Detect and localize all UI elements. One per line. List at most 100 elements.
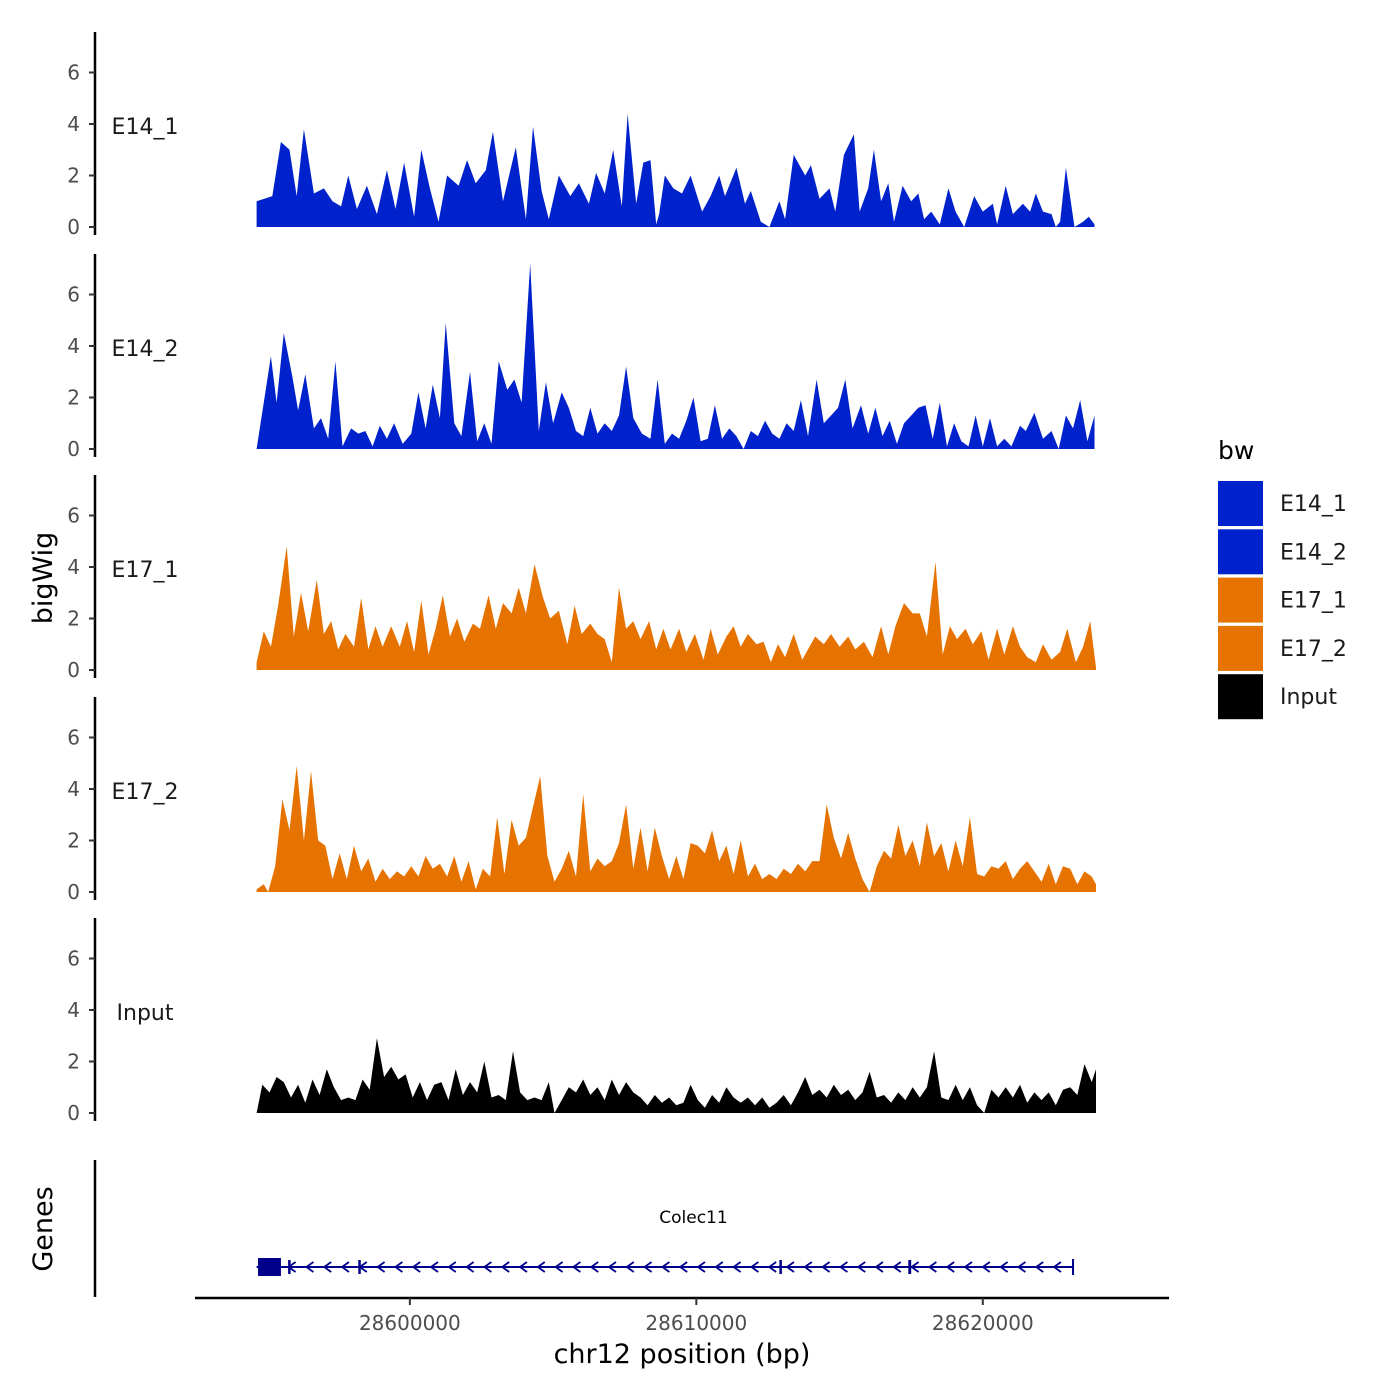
- legend-label: E14_1: [1280, 492, 1347, 517]
- strand-arrow: [927, 1261, 937, 1273]
- genes-track-label: Genes: [28, 1186, 59, 1271]
- strand-arrow: [393, 1261, 403, 1273]
- strand-arrow: [1034, 1261, 1044, 1273]
- strand-arrow: [749, 1261, 759, 1273]
- strand-arrow: [856, 1261, 866, 1273]
- track-label: E14_1: [112, 115, 179, 140]
- y-tick-label: 0: [67, 880, 80, 904]
- y-tick-label: 6: [67, 726, 80, 750]
- strand-arrow: [376, 1261, 386, 1273]
- y-tick-label: 2: [67, 829, 80, 853]
- y-tick-label: 4: [67, 555, 80, 579]
- track-e17-1: 0 2 4 6 E17_1: [67, 475, 1097, 682]
- legend-swatch: [1218, 577, 1263, 623]
- y-tick-label: 6: [67, 504, 80, 528]
- legend-swatch: [1218, 529, 1263, 575]
- strand-arrow: [411, 1261, 421, 1273]
- strand-arrow: [660, 1261, 670, 1273]
- strand-arrow: [732, 1261, 742, 1273]
- genes-track: Genes Colec11: [28, 1160, 1075, 1297]
- x-tick-label: 28610000: [645, 1311, 747, 1335]
- x-axis-title: chr12 position (bp): [554, 1339, 811, 1370]
- y-tick-label: 4: [67, 777, 80, 801]
- gene-exon: [258, 1258, 281, 1276]
- tracks-layer: 0 2 4 6 E14_1 0 2 4 6 E14_2 0 2 4 6 E17_1 0 2 4 6 E17_2 0 2 4 6…: [67, 32, 1097, 1125]
- legend-swatch: [1218, 674, 1263, 720]
- strand-arrow: [963, 1261, 973, 1273]
- strand-arrow: [999, 1261, 1009, 1273]
- y-tick-label: 0: [67, 437, 80, 461]
- strand-arrow: [625, 1261, 635, 1273]
- y-tick-label: 2: [67, 164, 80, 188]
- strand-arrow: [500, 1261, 510, 1273]
- strand-arrow: [945, 1261, 955, 1273]
- strand-arrow: [571, 1261, 581, 1273]
- coverage-area: [256, 546, 1097, 670]
- strand-arrow: [1016, 1261, 1026, 1273]
- y-tick-label: 0: [67, 215, 80, 239]
- strand-arrow: [465, 1261, 475, 1273]
- y-tick-label: 2: [67, 386, 80, 410]
- y-tick-label: 4: [67, 112, 80, 136]
- strand-arrow: [803, 1261, 813, 1273]
- strand-arrow: [785, 1261, 795, 1273]
- strand-arrow: [910, 1261, 920, 1273]
- strand-arrow: [1052, 1261, 1062, 1273]
- y-tick-label: 4: [67, 998, 80, 1022]
- track-e14-1: 0 2 4 6 E14_1: [67, 32, 1095, 239]
- strand-arrow: [447, 1261, 457, 1273]
- y-tick-label: 2: [67, 607, 80, 631]
- strand-arrow: [874, 1261, 884, 1273]
- track-e14-2: 0 2 4 6 E14_2: [67, 254, 1095, 461]
- strand-arrow: [981, 1261, 991, 1273]
- y-tick-label: 2: [67, 1050, 80, 1074]
- gene-exon: [908, 1260, 912, 1274]
- legend-label: E17_1: [1280, 589, 1347, 614]
- strand-arrow: [607, 1261, 617, 1273]
- legend-swatch: [1218, 481, 1263, 526]
- strand-arrow: [536, 1261, 546, 1273]
- y-tick-label: 0: [67, 658, 80, 682]
- gene-exon: [288, 1260, 291, 1274]
- y-tick-label: 6: [67, 283, 80, 307]
- strand-arrow: [643, 1261, 653, 1273]
- strand-arrow: [892, 1261, 902, 1273]
- strand-arrow: [678, 1261, 688, 1273]
- legend-swatch: [1218, 625, 1263, 671]
- track-label: E17_2: [112, 780, 179, 805]
- coverage-area: [256, 1038, 1097, 1113]
- strand-arrow: [714, 1261, 724, 1273]
- x-axis: 28600000 28610000 28620000: [195, 1296, 1169, 1335]
- coverage-area: [256, 263, 1095, 449]
- legend-label: Input: [1280, 685, 1337, 710]
- strand-arrow: [821, 1261, 831, 1273]
- coverage-area: [256, 113, 1095, 227]
- y-tick-label: 6: [67, 947, 80, 971]
- y-tick-label: 0: [67, 1101, 80, 1125]
- legend-label: E17_2: [1280, 637, 1347, 662]
- y-axis-title: bigWig: [28, 532, 59, 625]
- legend: bw E14_1 E14_2 E17_1 E17_2 Input: [1218, 436, 1347, 720]
- x-tick-label: 28620000: [932, 1311, 1034, 1335]
- track-label: E17_1: [112, 558, 179, 583]
- track-e17-2: 0 2 4 6 E17_2: [67, 697, 1097, 904]
- strand-arrow: [518, 1261, 528, 1273]
- track-input: 0 2 4 6 Input: [67, 918, 1097, 1125]
- strand-arrow: [696, 1261, 706, 1273]
- track-label: Input: [117, 1001, 174, 1026]
- gene-exon: [779, 1260, 782, 1274]
- strand-arrow: [482, 1261, 492, 1273]
- x-tick-label: 28600000: [359, 1311, 461, 1335]
- gene-model: Colec11: [256, 1208, 1075, 1276]
- y-tick-label: 4: [67, 334, 80, 358]
- track-label: E14_2: [112, 337, 179, 362]
- legend-label: E14_2: [1280, 540, 1347, 565]
- strand-arrow: [589, 1261, 599, 1273]
- strand-arrow: [304, 1261, 314, 1273]
- coverage-area: [256, 765, 1097, 892]
- strand-arrow: [340, 1261, 350, 1273]
- strand-arrow: [322, 1261, 332, 1273]
- y-tick-label: 6: [67, 61, 80, 85]
- gene-name-label: Colec11: [659, 1208, 727, 1228]
